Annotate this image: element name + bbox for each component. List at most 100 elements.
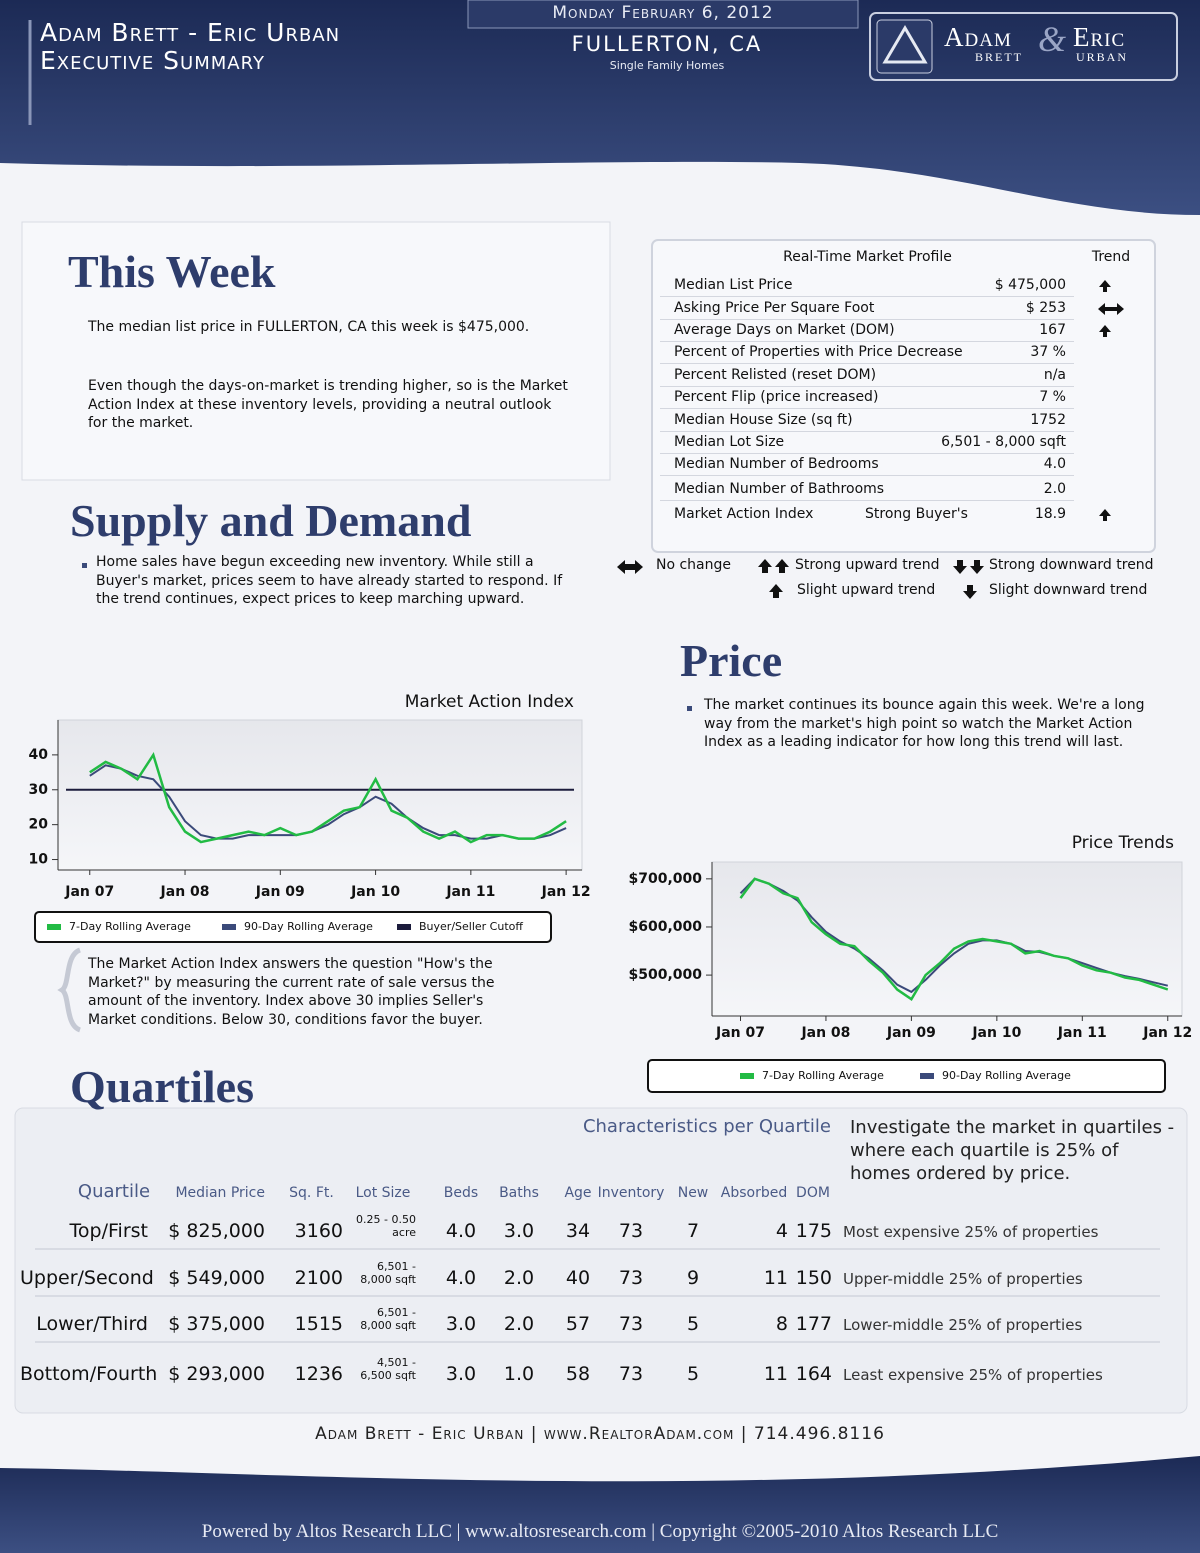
quartile-panel xyxy=(14,1107,1188,1414)
x-tick-label: Jan 07 xyxy=(715,1025,765,1041)
column-header: Sq. Ft. xyxy=(289,1185,334,1201)
paragraph: The median list price in FULLERTON, CA t… xyxy=(88,319,530,335)
lot-size: 0.25 - 0.50 acre xyxy=(356,1213,416,1239)
header-date: Monday February 6, 2012 xyxy=(552,3,774,23)
paragraph: Home sales have begun exceeding new inve… xyxy=(96,554,563,607)
quartile-description: Least expensive 25% of properties xyxy=(843,1366,1103,1384)
profile-label: Median House Size (sq ft) xyxy=(674,412,853,428)
bullet xyxy=(687,706,692,711)
quartile-cell: 4.0 xyxy=(445,1220,477,1242)
quartile-cell: 1.0 xyxy=(503,1363,535,1385)
quartile-cell: 11 xyxy=(763,1267,788,1289)
legend-icon xyxy=(769,584,783,598)
y-tick-label: 30 xyxy=(29,782,49,798)
paragraph: Even though the days-on-market is trendi… xyxy=(88,378,568,431)
lot-size: 4,501 - 6,500 sqft xyxy=(360,1356,416,1382)
trend-legend-label: Strong upward trend xyxy=(795,557,940,573)
quartile-cell: $ 293,000 xyxy=(168,1363,265,1385)
quartile-note: Investigate the market in quartiles - wh… xyxy=(850,1117,1175,1184)
bullet xyxy=(82,563,87,568)
column-header: DOM xyxy=(796,1185,830,1201)
profile-value: 2.0 xyxy=(1043,481,1066,497)
profile-row xyxy=(660,411,1074,432)
trend-legend-label: Slight downward trend xyxy=(989,582,1148,598)
column-header: Quartile xyxy=(77,1181,151,1202)
x-tick-label: Jan 10 xyxy=(971,1025,1021,1041)
profile-value: 6,501 - 8,000 sqft xyxy=(941,434,1066,450)
quartile-cell: Upper/Second xyxy=(20,1267,154,1289)
quartile-cell: 8 xyxy=(775,1313,788,1335)
profile-label: Median List Price xyxy=(674,277,793,293)
x-tick-label: Jan 07 xyxy=(64,884,114,900)
x-tick-label: Jan 09 xyxy=(886,1025,936,1041)
profile-row xyxy=(660,343,1074,364)
quartile-subtitle: Characteristics per Quartile xyxy=(582,1116,831,1137)
profile-row xyxy=(660,366,1074,387)
logo-text: Adam xyxy=(944,22,1012,52)
trend-arrow xyxy=(1098,303,1124,315)
x-tick-label: Jan 11 xyxy=(1057,1025,1107,1041)
chart-title: Market Action Index xyxy=(405,692,574,712)
column-header: Age xyxy=(564,1185,592,1201)
column-header: Lot Size xyxy=(355,1185,411,1201)
x-tick-label: Jan 12 xyxy=(1142,1025,1192,1041)
column-header: Beds xyxy=(443,1185,479,1201)
quartile-cell: 2.0 xyxy=(503,1267,535,1289)
column-header: New xyxy=(677,1185,709,1201)
quartile-cell: 177 xyxy=(795,1313,832,1335)
footer-powered: Powered by Altos Research LLC | www.alto… xyxy=(201,1521,999,1542)
quartile-cell: 9 xyxy=(686,1267,700,1289)
quartile-description: Lower-middle 25% of properties xyxy=(843,1316,1083,1334)
legend-swatch xyxy=(222,924,236,930)
y-tick-label: $600,000 xyxy=(628,919,702,935)
paragraph: The Market Action Index answers the ques… xyxy=(88,956,495,1028)
row-divider xyxy=(35,1295,1160,1297)
y-tick-label: 40 xyxy=(29,747,49,763)
quartile-cell: Lower/Third xyxy=(36,1313,148,1335)
profile-row xyxy=(660,388,1074,409)
profile-label: Percent Relisted (reset DOM) xyxy=(674,367,877,383)
quartile-cell: 1515 xyxy=(294,1313,343,1335)
profile-label: Asking Price Per Square Foot xyxy=(674,300,875,316)
quartile-cell: 34 xyxy=(565,1220,591,1242)
plot-area xyxy=(57,719,583,871)
quartile-cell: 3.0 xyxy=(445,1313,477,1335)
column-header: Absorbed xyxy=(720,1185,788,1201)
lot-size: 6,501 - 8,000 sqft xyxy=(360,1306,416,1332)
quartile-cell: 164 xyxy=(795,1363,832,1385)
legend-label: 90-Day Rolling Average xyxy=(942,1069,1071,1082)
section-heading: Price xyxy=(680,635,783,686)
market-action-chart: Market Action Index 10 20 30 40 Jan 07 Jan 08 J… xyxy=(29,692,591,943)
price-chart: Price Trends $500,000 $600,000 $700,000 Jan … xyxy=(628,833,1192,1093)
x-tick-label: Jan 11 xyxy=(445,884,495,900)
legend-icon xyxy=(963,585,977,599)
legend-swatch xyxy=(740,1073,754,1079)
x-tick-label: Jan 08 xyxy=(800,1025,850,1041)
quartile-cell: 4 xyxy=(775,1220,788,1242)
row-divider xyxy=(35,1248,1160,1250)
quartile-cell: 73 xyxy=(618,1267,644,1289)
legend-icon xyxy=(758,559,789,573)
profile-value: n/a xyxy=(1043,367,1066,383)
footer-band xyxy=(0,1456,1200,1553)
series-line xyxy=(739,877,1169,994)
quartile-cell: $ 549,000 xyxy=(168,1267,265,1289)
series-line xyxy=(89,751,567,844)
quartile-cell: 58 xyxy=(565,1363,591,1385)
profile-label: Average Days on Market (DOM) xyxy=(674,322,895,338)
profile-label: Percent of Properties with Price Decreas… xyxy=(674,344,963,360)
header-location: FULLERTON, CA xyxy=(571,32,763,56)
y-tick-label: 10 xyxy=(29,852,49,868)
logo-text: BRETT xyxy=(975,50,1023,64)
date-box xyxy=(467,0,859,29)
column-header: Median Price xyxy=(175,1185,265,1201)
footer-contact: Adam Brett - Eric Urban | www.RealtorAda… xyxy=(315,1424,885,1444)
quartile-cell: 3160 xyxy=(294,1220,343,1242)
quartile-cell: 7 xyxy=(686,1220,700,1242)
y-tick-label: 20 xyxy=(29,817,49,833)
legend-box xyxy=(647,1059,1166,1093)
profile-value: 37 % xyxy=(1030,344,1066,360)
header-subtitle: Single Family Homes xyxy=(609,59,725,72)
profile-row xyxy=(660,276,1074,297)
